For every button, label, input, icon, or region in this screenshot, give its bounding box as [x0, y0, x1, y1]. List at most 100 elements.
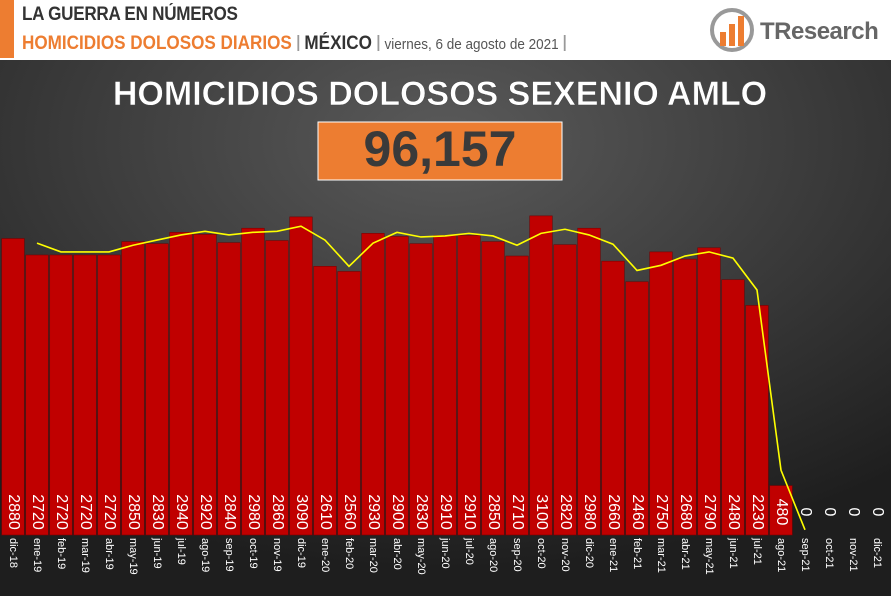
bar: [121, 241, 145, 536]
x-tick-label: jul-21: [751, 537, 763, 565]
bar: [169, 232, 193, 536]
x-tick-label: may-19: [127, 538, 139, 575]
bar: [73, 254, 97, 536]
bar: [625, 281, 649, 536]
bar: [25, 254, 49, 536]
x-tick-label: feb-21: [631, 538, 643, 569]
bar: [505, 255, 529, 536]
value-label: 2660: [605, 494, 622, 530]
x-tick-label: ago-19: [199, 538, 211, 572]
bar: [385, 236, 409, 536]
bar: [433, 235, 457, 536]
bar: [97, 254, 121, 536]
x-tick-label: jul-19: [175, 537, 187, 565]
value-label: 2980: [245, 494, 262, 530]
value-label: 2830: [413, 494, 430, 530]
x-tick-label: abr-20: [391, 538, 403, 570]
x-tick-label: sep-21: [799, 538, 811, 572]
value-label: 2940: [173, 494, 190, 530]
value-label: 3100: [533, 494, 550, 530]
header-title: HOMICIDIOS DOLOSOS DIARIOS: [22, 33, 292, 54]
x-tick-label: feb-20: [343, 538, 355, 569]
bar: [529, 215, 553, 536]
value-label: 3090: [293, 494, 310, 530]
value-label: 2850: [485, 494, 502, 530]
logo: TResearch: [708, 4, 888, 56]
value-label: 480: [773, 499, 790, 526]
x-tick-label: dic-20: [583, 538, 595, 568]
x-tick-label: jun-19: [151, 537, 163, 569]
value-label: 2830: [149, 494, 166, 530]
bar: [409, 243, 433, 536]
value-label: 2680: [677, 494, 694, 530]
x-tick-label: oct-20: [535, 538, 547, 569]
logo-icon: [710, 8, 754, 52]
bar: [361, 233, 385, 536]
x-tick-label: ago-20: [487, 538, 499, 572]
x-tick-label: oct-19: [247, 538, 259, 569]
value-label: 2980: [581, 494, 598, 530]
bar: [649, 251, 673, 536]
country: MÉXICO: [304, 33, 372, 54]
x-tick-label: may-21: [703, 538, 715, 575]
x-tick-label: ene-19: [31, 538, 43, 572]
total: 96,157: [364, 121, 517, 177]
value-label: 2910: [437, 494, 454, 530]
value-label: 2750: [653, 494, 670, 530]
value-label: 2720: [77, 494, 94, 530]
bar: [313, 266, 337, 536]
chart: HOMICIDIOS DOLOSOS SEXENIO AMLO 96,157 2…: [0, 60, 891, 596]
x-tick-label: jul-20: [463, 537, 475, 565]
header: LA GUERRA EN NÚMEROS HOMICIDIOS DOLOSOS …: [0, 0, 891, 60]
value-label: 2710: [509, 494, 526, 530]
bar: [145, 243, 169, 536]
bar: [577, 227, 601, 536]
value-label: 2720: [29, 494, 46, 530]
bar: [673, 258, 697, 536]
bar: [337, 271, 361, 536]
value-label: 2720: [53, 494, 70, 530]
chart-title: HOMICIDIOS DOLOSOS SEXENIO AMLO: [113, 75, 767, 113]
bar: [553, 244, 577, 536]
x-tick-label: nov-20: [559, 538, 571, 572]
value-label: 2850: [125, 494, 142, 530]
x-tick-label: mar-20: [367, 538, 379, 573]
value-label: 2820: [557, 494, 574, 530]
value-label: 2790: [701, 494, 718, 530]
value-label: 2860: [269, 494, 286, 530]
x-tick-label: mar-21: [655, 538, 667, 573]
bar: [745, 305, 769, 536]
bar: [265, 240, 289, 536]
value-label: 2460: [629, 494, 646, 530]
x-tick-label: nov-19: [271, 538, 283, 572]
x-tick-label: oct-21: [823, 538, 835, 569]
x-tick-label: ene-20: [319, 538, 331, 572]
value-label: 2930: [365, 494, 382, 530]
value-label: 2910: [461, 494, 478, 530]
value-label: 0: [869, 508, 886, 517]
bar: [721, 279, 745, 536]
x-tick-label: may-20: [415, 538, 427, 575]
bar: [481, 241, 505, 536]
x-tick-label: nov-21: [847, 538, 859, 572]
x-tick-label: mar-19: [79, 538, 91, 573]
logo-text: TResearch: [760, 18, 879, 45]
x-tick-label: dic-18: [7, 538, 19, 568]
x-tick-label: jun-21: [727, 537, 739, 569]
x-tick-label: abr-21: [679, 538, 691, 570]
x-tick-label: ago-21: [775, 538, 787, 572]
x-tick-label: sep-19: [223, 538, 235, 572]
value-label: 2880: [5, 494, 22, 530]
value-label: 2230: [749, 494, 766, 530]
value-label: 2920: [197, 494, 214, 530]
kicker: LA GUERRA EN NÚMEROS: [22, 4, 238, 25]
bar: [217, 242, 241, 536]
x-tick-label: ene-21: [607, 538, 619, 572]
x-tick-label: abr-19: [103, 538, 115, 570]
accent-bar: [0, 0, 14, 58]
bar: [697, 247, 721, 536]
bar: [457, 235, 481, 536]
value-label: 2900: [389, 494, 406, 530]
value-label: 2720: [101, 494, 118, 530]
